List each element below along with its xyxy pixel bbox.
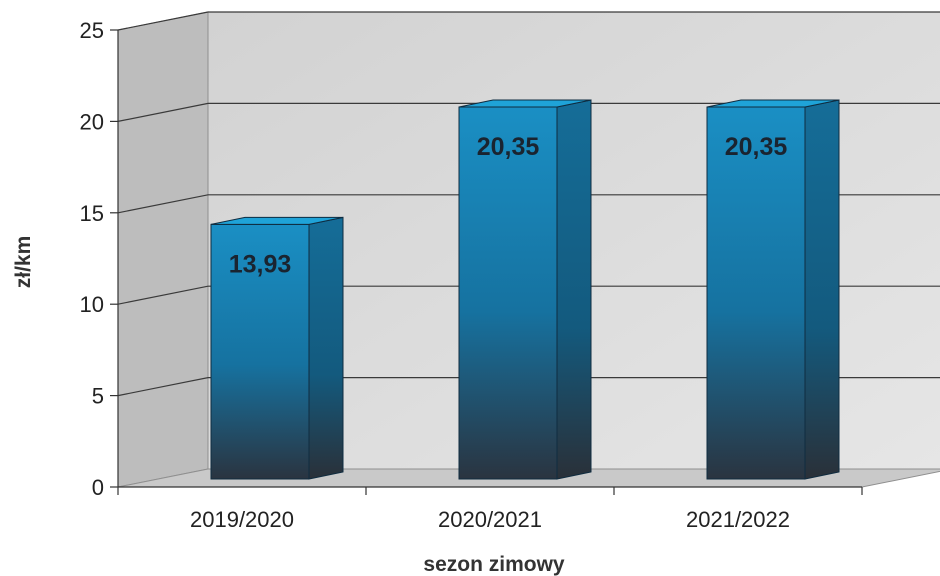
y-tick-label: 25 (80, 18, 104, 43)
y-tick-label: 10 (80, 292, 104, 317)
bar-side (804, 99, 840, 480)
y-tick-label: 15 (80, 201, 104, 226)
bar-top (458, 99, 592, 108)
bar-top (706, 99, 840, 108)
y-axis-title: zł/km (12, 236, 35, 289)
bar-front (458, 106, 558, 480)
bar: 13,93 (210, 216, 344, 480)
data-label: 20,35 (477, 133, 540, 161)
axis-labels: zł/km sezon zimowy (12, 236, 565, 576)
bars: 13,93 20,35 20,35 (210, 99, 840, 480)
side-wall (117, 11, 209, 488)
bar-side (556, 99, 592, 480)
gridline (117, 102, 940, 122)
bar: 20,35 (706, 99, 840, 480)
gridline (117, 194, 940, 214)
gridline (117, 285, 940, 305)
y-tick-label: 5 (92, 384, 104, 409)
x-tick-label: 2021/2022 (686, 507, 790, 532)
data-label: 20,35 (725, 133, 788, 161)
bar-top (210, 216, 344, 225)
gridline (117, 377, 940, 397)
bar-side (308, 216, 344, 480)
data-label: 13,93 (229, 250, 292, 278)
x-tick-label: 2019/2020 (190, 507, 294, 532)
bar-front (210, 223, 310, 480)
bar-front (706, 106, 806, 480)
y-tick-label: 20 (80, 109, 104, 134)
gridline (117, 11, 940, 31)
x-axis-title: sezon zimowy (423, 553, 565, 576)
bar: 20,35 (458, 99, 592, 480)
y-tick-label: 0 (92, 475, 104, 500)
x-tick-label: 2020/2021 (438, 507, 542, 532)
